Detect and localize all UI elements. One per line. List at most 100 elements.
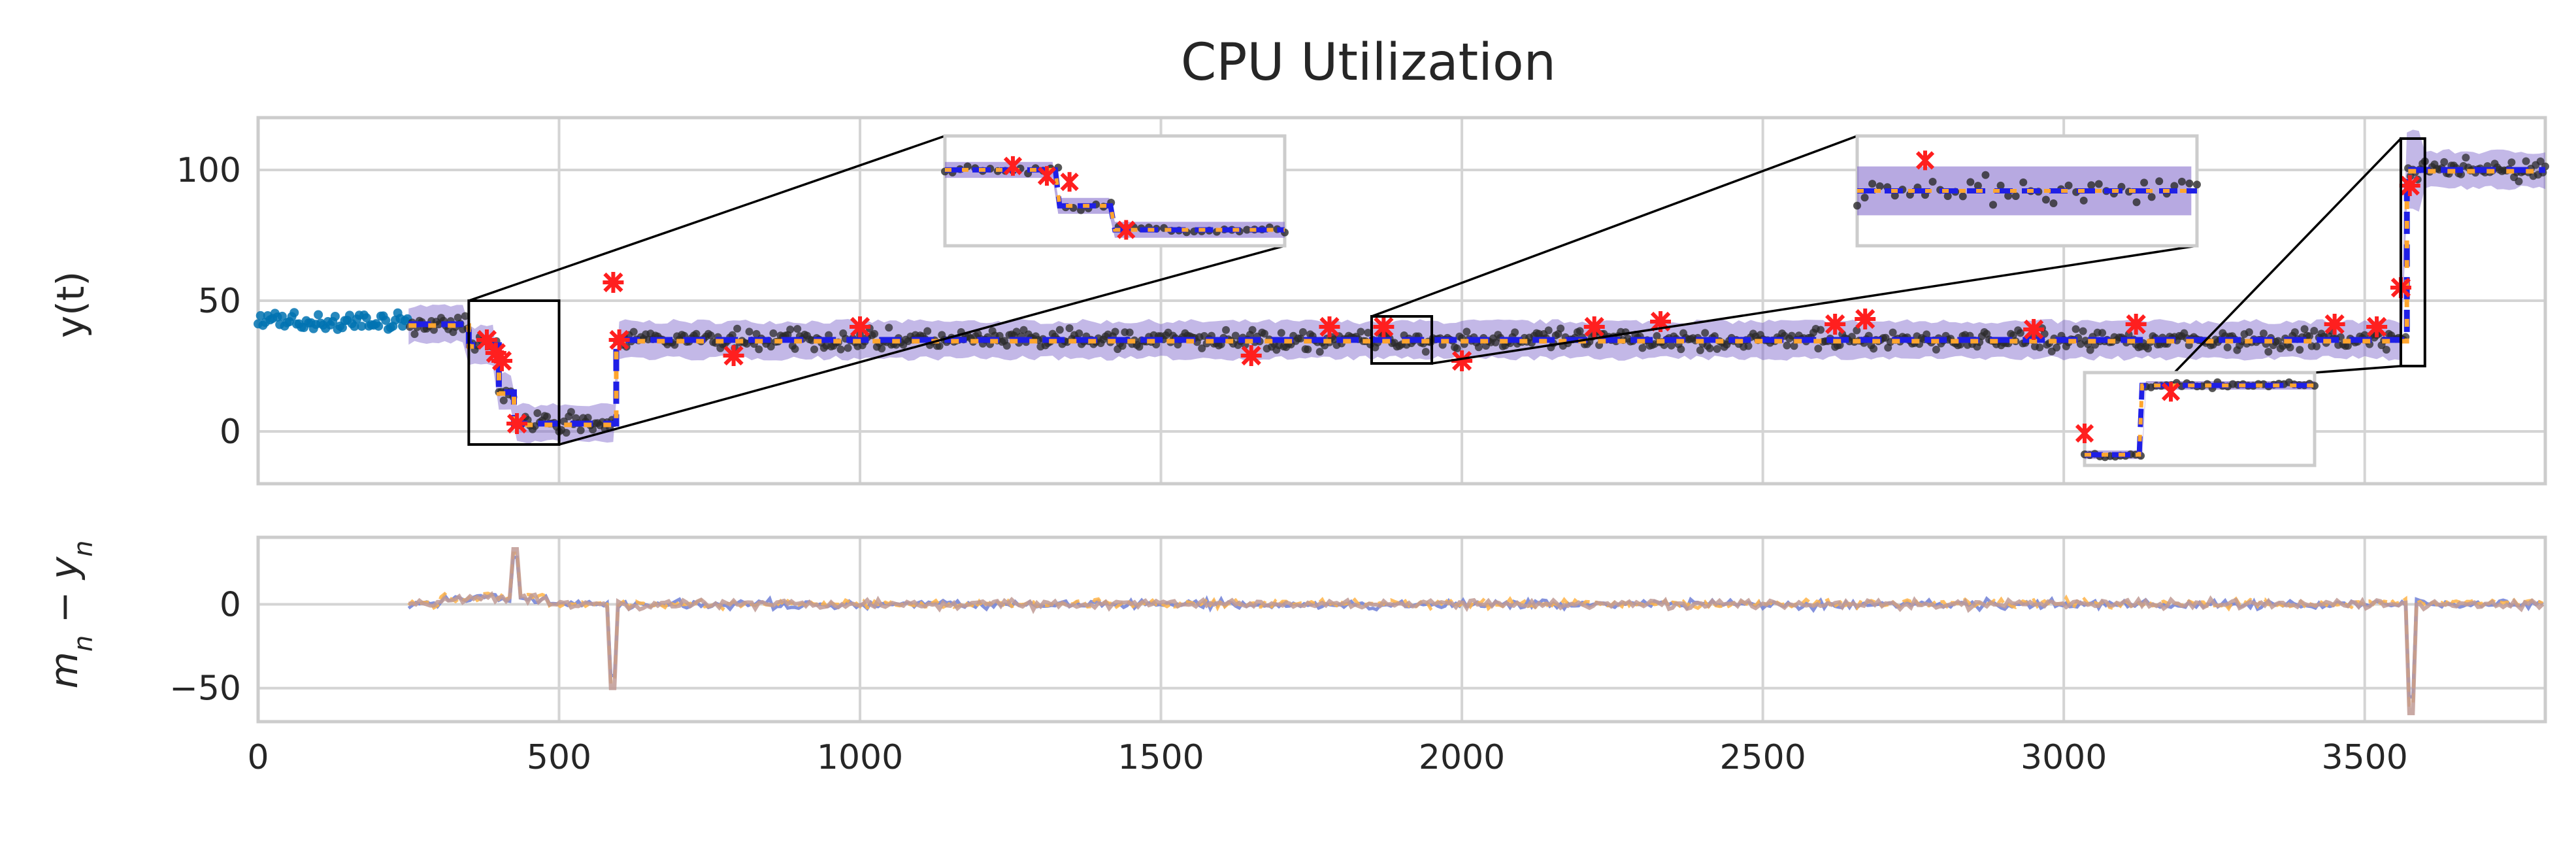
inset-point [2140,178,2149,187]
test-point [1511,328,1519,337]
test-point [1696,346,1704,354]
test-point [767,343,775,351]
test-point [1002,341,1011,350]
inset-point [1928,177,1937,186]
test-point [2286,343,2294,352]
inset-point [1943,192,1952,200]
inset-point [2132,198,2141,207]
inset-point [2177,177,2186,186]
outlier-marker [2324,314,2345,335]
svg-text:mn − yn: mn − yn [42,540,99,688]
inset-band [2085,381,2315,460]
test-point [870,329,879,338]
test-point [1296,334,1305,343]
test-point [1315,348,1324,356]
test-point [1304,345,1312,354]
training-point [381,316,391,326]
inset-point [1875,182,1884,190]
test-point [1653,331,1661,340]
test-point [1783,341,1791,350]
test-point [1125,328,1134,337]
test-point [2296,346,2304,354]
outlier-marker [2125,314,2147,335]
test-point [885,324,893,332]
outlier-marker [1825,314,1846,335]
test-point [1364,329,1372,337]
zoom-connector [1431,244,2198,365]
inset-point [1966,178,1975,186]
test-point [2098,329,2107,337]
inset-outlier [1117,220,1136,240]
test-point [589,426,597,434]
test-point [567,408,575,416]
test-point [2507,158,2516,167]
x-tick-label: 3500 [2322,738,2408,777]
test-point [2086,346,2094,354]
test-point [1870,344,1878,353]
inset-point [1860,193,1869,202]
test-point [1055,326,1064,334]
training-point [345,310,354,320]
test-point [584,414,592,422]
inset-point [2041,195,2050,204]
test-point [2036,343,2044,352]
test-point [1231,331,1240,340]
inset-point [2064,181,2073,190]
top-ylabel: y(t) [48,271,93,338]
outlier-markers [476,175,2420,434]
test-point [1118,342,1127,350]
test-point [1923,330,1931,339]
outlier-marker [723,345,744,366]
residual-line [408,546,2545,716]
zoom-connector [2314,365,2402,374]
plot-frame-bottom [256,535,2547,724]
test-point [576,426,585,435]
inset-point [2185,179,2194,188]
test-point [2313,342,2320,350]
test-point [706,331,715,340]
y-tick-label: 0 [220,586,241,625]
test-point [1889,328,1897,337]
inset-point [1981,171,1990,179]
inset-point [2094,180,2103,188]
test-point [1222,326,1230,334]
test-point [2264,348,2273,356]
training-point [314,310,323,320]
test-point [1075,329,1083,337]
test-point [1713,344,1721,353]
y-tick-label: 50 [198,282,241,321]
test-point [1817,326,1825,334]
zoom-source-box [1370,315,1434,365]
test-point [1576,327,1584,335]
inset-point [1973,182,1982,190]
inset-point [1996,181,2005,190]
test-point [2310,326,2319,335]
test-point [2536,157,2545,165]
zoom-source-box [467,299,561,446]
test-point [454,313,462,322]
inset-point [2011,192,2020,200]
zoom-inset [2075,371,2319,467]
test-point [629,327,638,336]
test-point [2053,343,2061,352]
test-point [2305,332,2313,341]
test-point [1557,324,1565,333]
inset-outlier [2161,382,2181,402]
outlier-marker [1319,316,1340,337]
test-point [810,345,819,354]
test-point [2515,177,2523,186]
inset-point [1958,192,1967,201]
zoom-connector [559,244,1285,446]
test-point [1298,328,1307,337]
training-point [277,311,287,321]
inset-alt-mean [945,167,1285,232]
zoom-inset [1853,134,2201,248]
x-tick-label: 3000 [2021,738,2107,777]
test-point [755,345,763,354]
outlier-marker [506,413,528,434]
zoom-connector [1371,135,1858,318]
test-point [769,329,778,337]
training-point [330,311,340,321]
training-point [256,310,265,320]
test-point [2274,337,2283,345]
